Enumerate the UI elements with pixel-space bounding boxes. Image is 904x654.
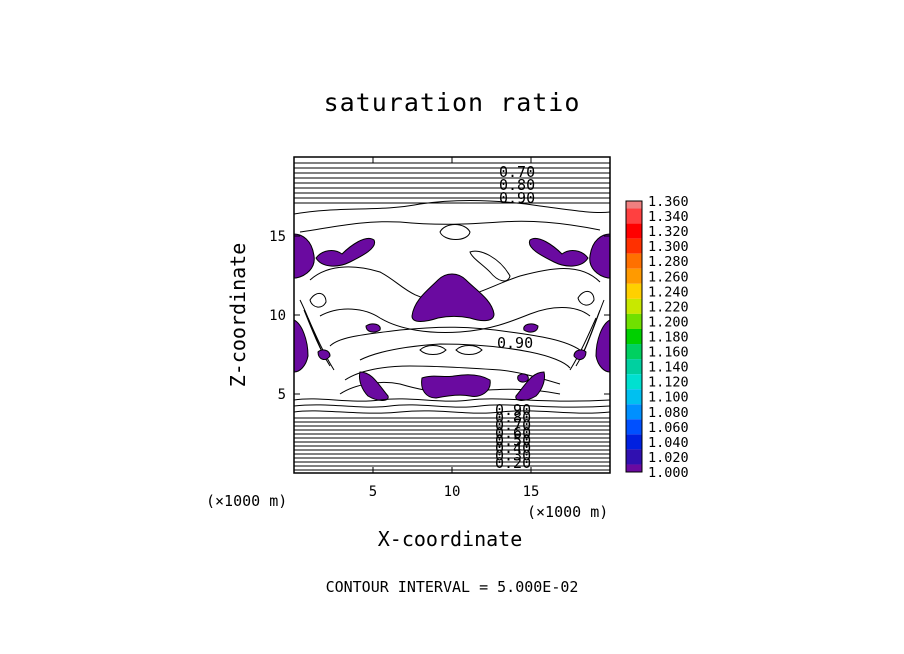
colorbar-label: 1.040 bbox=[648, 435, 689, 451]
colorbar-label: 1.180 bbox=[648, 330, 689, 346]
contour-label: 0.90 bbox=[499, 189, 535, 207]
colorbar-label: 1.260 bbox=[648, 269, 689, 285]
colorbar-label: 1.300 bbox=[648, 239, 689, 255]
colorbar-swatch bbox=[626, 328, 642, 345]
y-tick-label: 15 bbox=[269, 229, 286, 245]
contour-label: 0.50 bbox=[495, 431, 531, 449]
contour-label: 0.20 bbox=[495, 454, 531, 472]
x-unit-left: (×1000 m) bbox=[206, 492, 288, 510]
x-axis-label: X-coordinate bbox=[377, 527, 523, 551]
colorbar-swatch bbox=[626, 208, 642, 224]
chart-title: saturation ratio bbox=[323, 88, 581, 117]
colorbar-swatch bbox=[626, 223, 642, 239]
colorbar-label: 1.280 bbox=[648, 254, 689, 270]
colorbar-swatch bbox=[626, 313, 642, 329]
contour-label: 0.40 bbox=[495, 439, 531, 457]
colorbar-swatch bbox=[626, 268, 642, 284]
colorbar-swatch bbox=[626, 238, 642, 254]
colorbar-label: 1.060 bbox=[648, 420, 689, 436]
colorbar-swatch bbox=[626, 389, 642, 405]
colorbar-label: 1.360 bbox=[648, 194, 689, 210]
colorbar-label: 1.320 bbox=[648, 224, 689, 240]
colorbar-swatch bbox=[626, 253, 642, 269]
contour-interval-note: CONTOUR INTERVAL = 5.000E-02 bbox=[325, 578, 579, 596]
colorbar-swatch bbox=[626, 404, 642, 420]
contour-label: 0.70 bbox=[499, 163, 535, 181]
y-tick-label: 5 bbox=[278, 387, 286, 403]
colorbar-label: 1.160 bbox=[648, 345, 689, 361]
contour-label: 0.60 bbox=[495, 424, 531, 442]
plot-area bbox=[294, 157, 610, 473]
colorbar-label: 1.140 bbox=[648, 360, 689, 376]
contour-label: 0.80 bbox=[499, 176, 535, 194]
contour-label: 0.80 bbox=[495, 409, 531, 427]
colorbar-swatch bbox=[626, 419, 642, 435]
colorbar-label: 1.020 bbox=[648, 450, 689, 466]
colorbar-label: 1.120 bbox=[648, 375, 689, 391]
colorbar-swatch bbox=[626, 359, 642, 375]
colorbar-swatch bbox=[626, 449, 642, 465]
x-tick-label: 10 bbox=[444, 484, 461, 500]
colorbar-label: 1.340 bbox=[648, 209, 689, 225]
colorbar-swatch bbox=[626, 374, 642, 390]
contour-label: 0.90 bbox=[495, 401, 531, 419]
x-unit-right: (×1000 m) bbox=[527, 503, 609, 521]
contour-label: 0.30 bbox=[495, 447, 531, 465]
y-tick-label: 10 bbox=[269, 308, 286, 324]
x-tick-label: 5 bbox=[369, 484, 377, 500]
colorbar-label: 1.000 bbox=[648, 465, 689, 481]
colorbar-swatch bbox=[626, 201, 642, 209]
colorbar-swatch bbox=[626, 298, 642, 314]
colorbar-frame bbox=[625, 200, 643, 473]
colorbar-swatch bbox=[626, 283, 642, 299]
x-tick-label: 15 bbox=[523, 484, 540, 500]
colorbar-swatch bbox=[626, 434, 642, 450]
contour-label: 0.70 bbox=[495, 416, 531, 434]
colorbar-label: 1.080 bbox=[648, 405, 689, 421]
colorbar-label: 1.200 bbox=[648, 314, 689, 330]
colorbar-label: 1.240 bbox=[648, 284, 689, 300]
contour-label: 0.90 bbox=[497, 334, 533, 352]
colorbar-swatch bbox=[626, 464, 642, 472]
colorbar-label: 1.100 bbox=[648, 390, 689, 406]
colorbar-swatch bbox=[626, 344, 642, 360]
colorbar-label: 1.220 bbox=[648, 299, 689, 315]
